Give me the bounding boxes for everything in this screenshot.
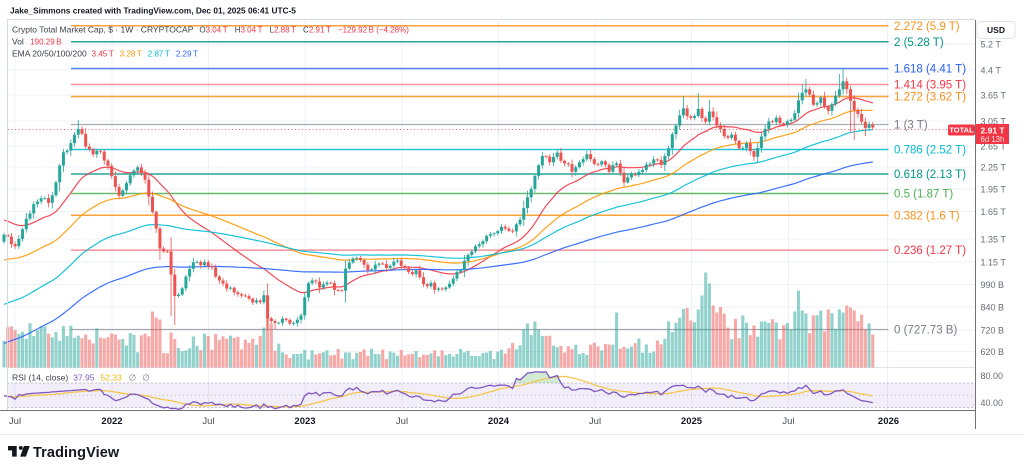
svg-text:1.35 T: 1.35 T	[981, 235, 1007, 245]
svg-text:1 (3 T): 1 (3 T)	[894, 120, 928, 132]
svg-text:Crypto Total Market Cap, $ · 1: Crypto Total Market Cap, $ · 1W · CRYPTO…	[12, 25, 409, 35]
svg-text:720 B: 720 B	[981, 326, 1005, 336]
svg-text:2024: 2024	[488, 416, 510, 427]
svg-text:USD: USD	[987, 25, 1005, 35]
svg-text:TradingView: TradingView	[33, 445, 120, 461]
svg-text:2.272 (5.9 T): 2.272 (5.9 T)	[894, 21, 960, 33]
svg-text:0.618 (2.13 T): 0.618 (2.13 T)	[894, 169, 966, 181]
svg-text:2023: 2023	[294, 416, 315, 427]
svg-text:0.786 (2.52 T): 0.786 (2.52 T)	[894, 145, 966, 157]
svg-text:1.95 T: 1.95 T	[981, 185, 1007, 195]
svg-text:0 (727.73 B): 0 (727.73 B)	[894, 325, 957, 337]
svg-text:Jul: Jul	[782, 416, 794, 427]
svg-text:Jul: Jul	[9, 416, 21, 427]
svg-text:990 B: 990 B	[981, 280, 1005, 290]
svg-text:2026: 2026	[878, 416, 899, 427]
svg-text:3.05 T: 3.05 T	[981, 117, 1007, 127]
svg-text:1.65 T: 1.65 T	[981, 207, 1007, 217]
svg-text:2 (5.28 T): 2 (5.28 T)	[894, 37, 944, 49]
svg-text:4.4 T: 4.4 T	[981, 66, 1002, 76]
svg-text:2022: 2022	[101, 416, 122, 427]
svg-text:2.65 T: 2.65 T	[981, 142, 1007, 152]
svg-text:2.91 T: 2.91 T	[981, 126, 1006, 136]
svg-text:620 B: 620 B	[981, 347, 1005, 357]
svg-text:3.65 T: 3.65 T	[981, 91, 1007, 101]
svg-text:1.618 (4.41 T): 1.618 (4.41 T)	[894, 64, 966, 76]
svg-text:Jul: Jul	[396, 416, 408, 427]
svg-text:5.2 T: 5.2 T	[981, 40, 1002, 50]
svg-text:6d 13h: 6d 13h	[981, 135, 1005, 144]
svg-text:1.414 (3.95 T): 1.414 (3.95 T)	[894, 80, 966, 92]
svg-text:Jul: Jul	[589, 416, 601, 427]
svg-text:1.272 (3.62 T): 1.272 (3.62 T)	[894, 92, 966, 104]
svg-text:Jul: Jul	[202, 416, 214, 427]
svg-text:0.382 (1.6 T): 0.382 (1.6 T)	[894, 210, 960, 222]
svg-text:1.15 T: 1.15 T	[981, 258, 1007, 268]
svg-text:80.00: 80.00	[981, 371, 1004, 381]
svg-text:Jake_Simmons created with Trad: Jake_Simmons created with TradingView.co…	[10, 6, 296, 16]
svg-text:Vol 190.29 B: Vol 190.29 B	[12, 37, 62, 47]
svg-text:840 B: 840 B	[981, 303, 1005, 313]
svg-text:TOTAL: TOTAL	[949, 126, 974, 135]
svg-text:2.25 T: 2.25 T	[981, 163, 1007, 173]
svg-text:40.00: 40.00	[981, 398, 1004, 408]
svg-text:0.236 (1.27 T): 0.236 (1.27 T)	[894, 245, 966, 257]
svg-text:0.5 (1.87 T): 0.5 (1.87 T)	[894, 189, 953, 201]
svg-text:2025: 2025	[681, 416, 703, 427]
